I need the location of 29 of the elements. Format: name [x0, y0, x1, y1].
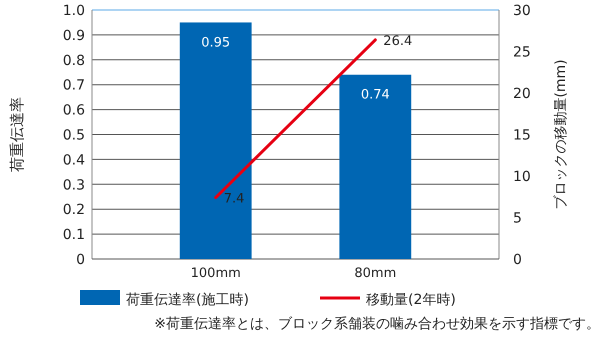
y-tick-label: 0.5 — [62, 128, 85, 144]
legend-label: 荷重伝達率(施工時) — [126, 292, 249, 308]
y2-tick-label: 0 — [513, 252, 522, 268]
y2-tick-label: 25 — [513, 44, 531, 60]
data-label: 0.74 — [360, 88, 390, 103]
y2-tick-label: 15 — [513, 128, 531, 144]
y2-tick-label: 30 — [513, 3, 531, 19]
y-tick-label: 0.7 — [62, 78, 85, 94]
y-tick-label: 0.8 — [62, 52, 85, 69]
y-tick-label: 0.9 — [62, 28, 85, 44]
y2-tick-label: 20 — [513, 86, 531, 102]
y-tick-label: 0.2 — [62, 202, 85, 218]
x-tick-label: 100mm — [190, 266, 241, 281]
y-tick-label: 0.6 — [62, 102, 86, 119]
y-tick-label: 0.1 — [62, 227, 85, 244]
y-tick-label: 1.0 — [62, 3, 85, 19]
y-tick-label: 0.3 — [62, 177, 85, 194]
text: ※荷重伝達率とは、ブロック系舗装の噛み合わせ効果を示す指標です。 — [154, 316, 600, 332]
y2-tick-label: 5 — [513, 210, 522, 226]
y2-axis-title: ブロックの移動量(mm) — [553, 59, 569, 210]
legend-label: 移動量(2年時) — [366, 292, 456, 308]
data-label: 0.95 — [201, 35, 230, 50]
data-label: 7.4 — [224, 192, 244, 207]
data-label: 26.4 — [383, 34, 412, 49]
y-axis-title: 荷重伝達率 — [8, 97, 26, 172]
x-tick-label: 80mm — [354, 266, 396, 281]
y2-tick-label: 10 — [513, 169, 531, 185]
y-tick-label: 0.4 — [62, 152, 86, 168]
y-tick-label: 0 — [76, 252, 85, 268]
